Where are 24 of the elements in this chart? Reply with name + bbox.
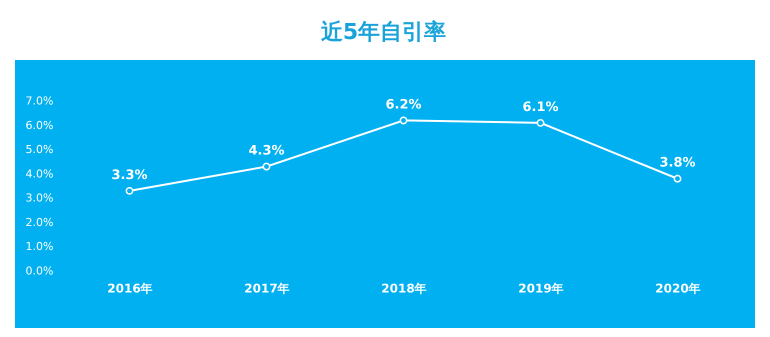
- data-label: 3.8%: [659, 156, 696, 171]
- x-tick-label: 2017年: [244, 282, 290, 296]
- x-tick-label: 2018年: [381, 282, 427, 296]
- point: [262, 162, 270, 170]
- point: [674, 174, 682, 183]
- point: [536, 118, 544, 127]
- y-tick-label: 6.0%: [26, 118, 54, 132]
- y-tick-label: 7.0%: [26, 94, 54, 108]
- y-tick-label: 5.0%: [26, 143, 54, 156]
- y-tick-label: 0.0%: [26, 264, 54, 278]
- data-label: 3.3%: [111, 168, 148, 183]
- chart-title: 近5年自引率: [320, 19, 446, 45]
- data-label: 4.3%: [248, 144, 285, 159]
- point: [400, 116, 408, 124]
- y-tick-label: 4.0%: [26, 167, 54, 180]
- x-tick-label: 2016年: [107, 282, 153, 296]
- x-tick-label: 2019年: [518, 282, 564, 296]
- data-label: 6.1%: [522, 100, 559, 115]
- y-tick-label: 1.0%: [26, 240, 54, 254]
- y-tick-label: 2.0%: [26, 216, 54, 229]
- point: [126, 186, 134, 195]
- x-tick-label: 2020年: [655, 282, 701, 296]
- data-label: 6.2%: [385, 97, 422, 112]
- y-tick-label: 3.0%: [26, 192, 54, 205]
